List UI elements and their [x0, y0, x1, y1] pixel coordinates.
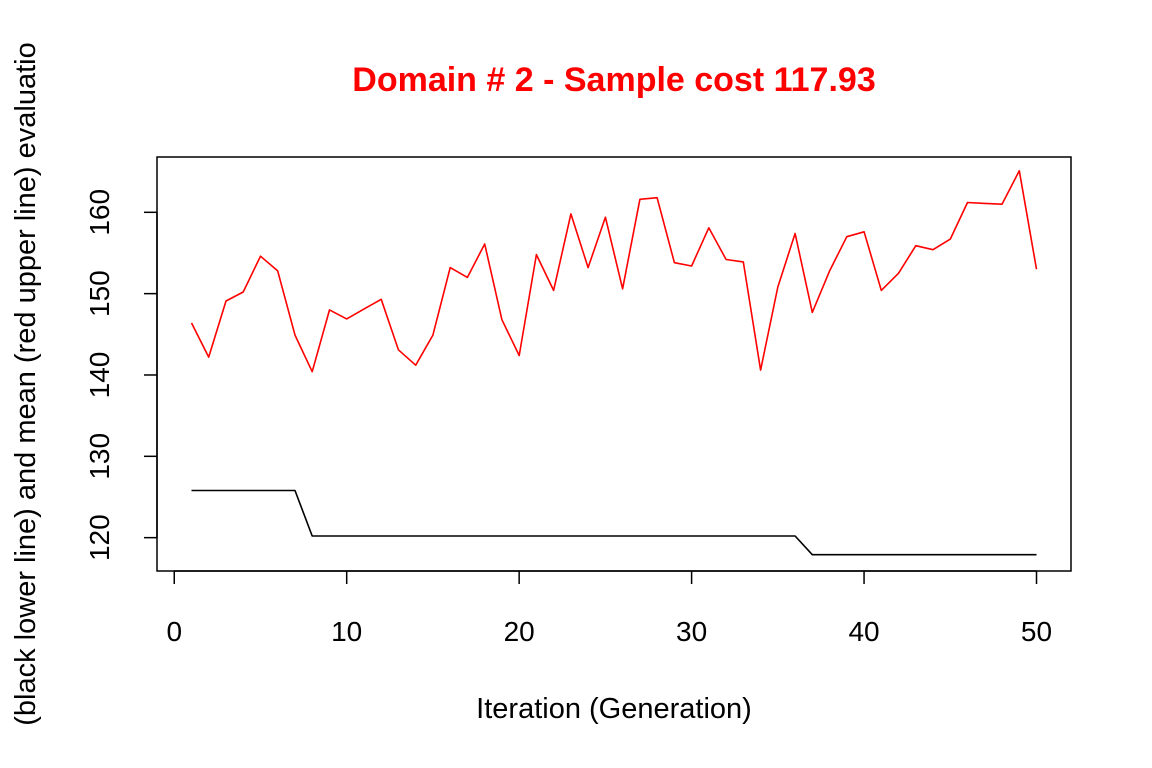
x-tick-label: 20 [504, 616, 535, 647]
y-tick-label: 150 [84, 270, 115, 317]
chart-title: Domain # 2 - Sample cost 117.93 [352, 61, 875, 99]
y-axis: 120 130 140 150 160 [84, 189, 158, 561]
x-tick-label: 0 [166, 616, 182, 647]
y-axis-label: (black lower line) and mean (red upper l… [10, 42, 42, 725]
x-axis: 0 10 20 30 40 50 [166, 570, 1052, 647]
x-axis-label: Iteration (Generation) [476, 693, 752, 725]
y-tick-label: 140 [84, 352, 115, 399]
best-series-line [191, 489, 1037, 556]
x-tick-label: 30 [676, 616, 707, 647]
y-tick-label: 130 [84, 433, 115, 480]
x-tick-label: 40 [848, 616, 879, 647]
series-layer [190, 170, 1038, 556]
y-tick-label: 160 [84, 189, 115, 236]
y-tick-label: 120 [84, 514, 115, 561]
x-tick-label: 50 [1021, 616, 1052, 647]
plot-frame [156, 156, 1072, 572]
mean-series-line [190, 170, 1038, 373]
x-tick-label: 10 [331, 616, 362, 647]
